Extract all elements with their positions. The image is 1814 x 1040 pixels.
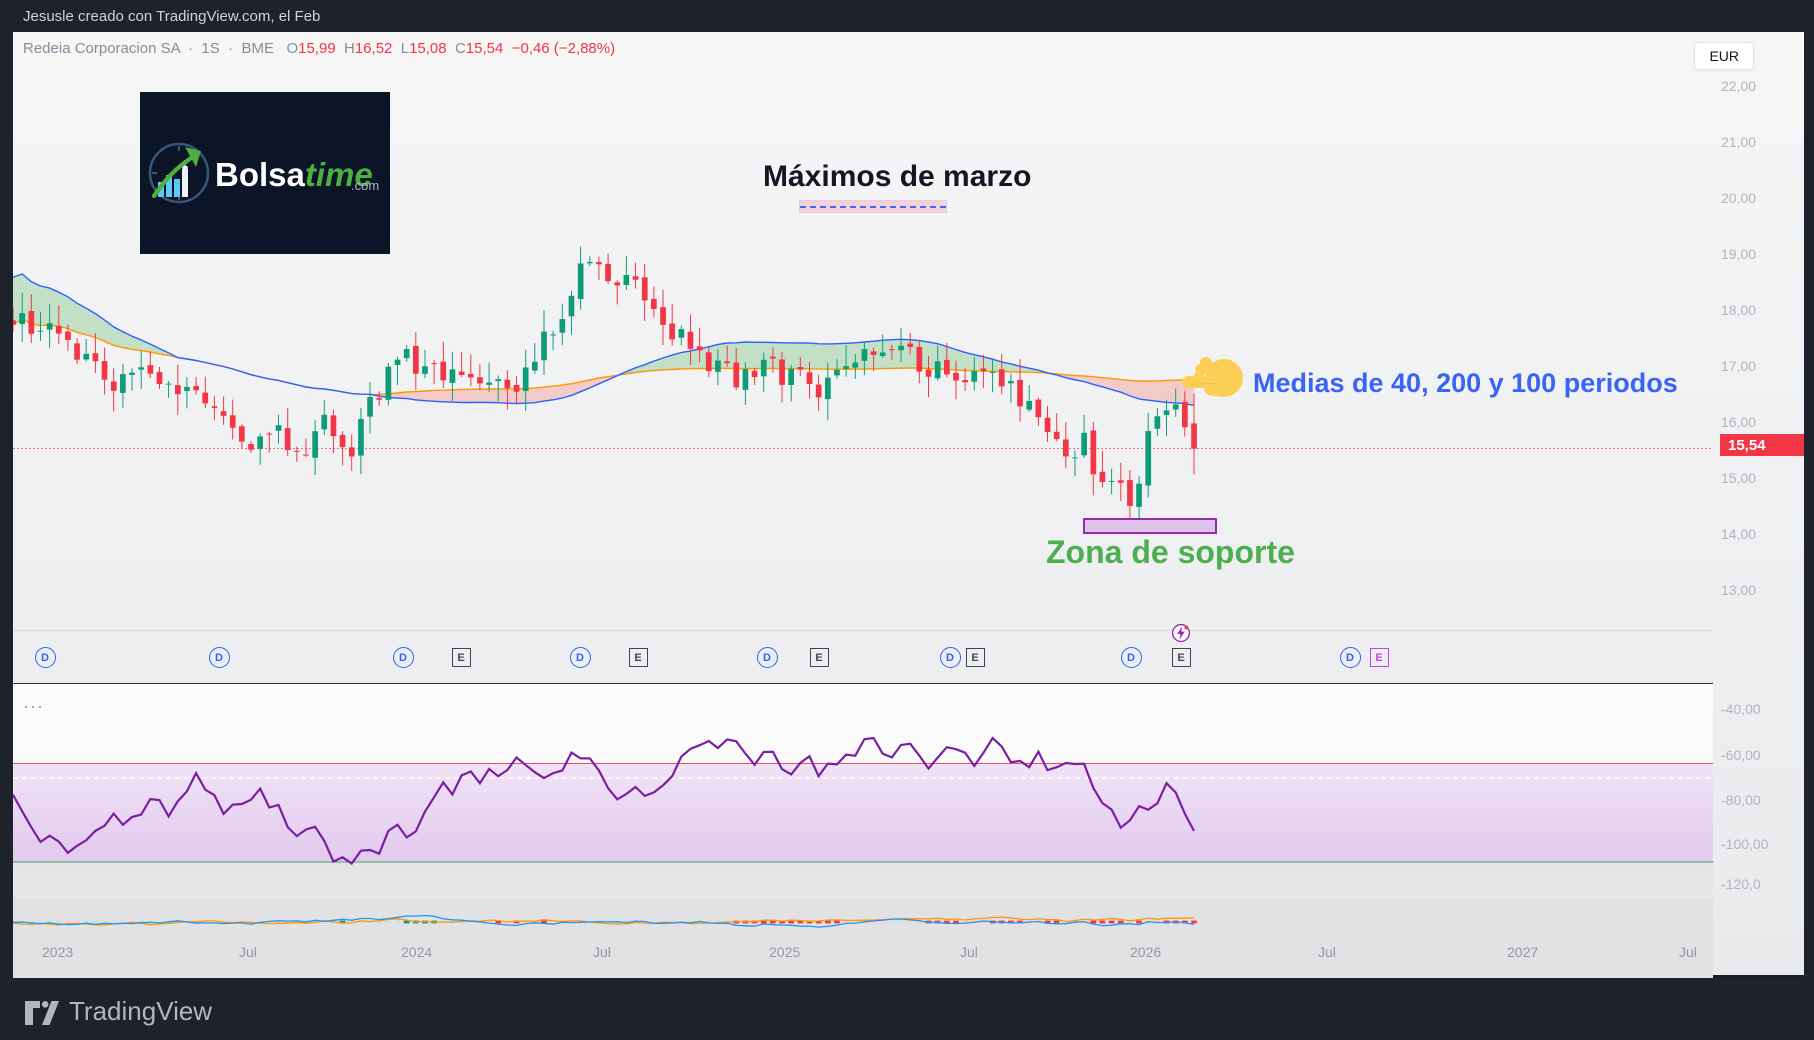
svg-text:.com: .com: [351, 178, 379, 193]
svg-text:Bolsatime: Bolsatime: [215, 156, 373, 193]
